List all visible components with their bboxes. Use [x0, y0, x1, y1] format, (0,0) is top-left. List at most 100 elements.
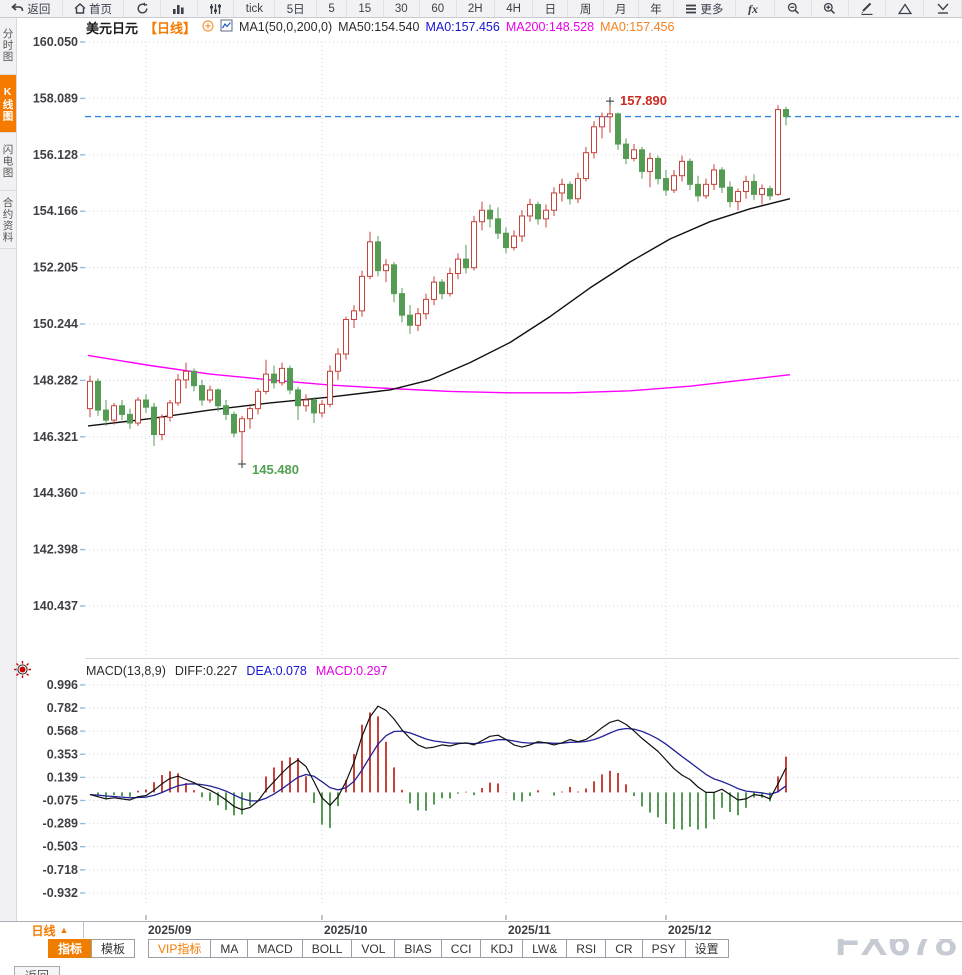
ma0-blue-value: MA0:157.456: [425, 20, 500, 34]
y-axis-label: 152.205: [33, 261, 78, 275]
toolbar-zoom-out-button[interactable]: [775, 0, 813, 17]
toolbar-sliders-button[interactable]: [198, 0, 235, 17]
y-axis-label: 156.128: [33, 148, 78, 162]
toolbar-bar-chart-button[interactable]: [161, 0, 198, 17]
candle-body: [783, 109, 789, 118]
indicator-tab-KDJ[interactable]: KDJ: [480, 939, 524, 958]
indicator-tab-LW&[interactable]: LW&: [522, 939, 568, 958]
low-annotation: 145.480: [252, 462, 299, 477]
indicator-tab-CCI[interactable]: CCI: [440, 939, 482, 958]
candle-body: [447, 272, 453, 295]
macd-axis-label: -0.289: [43, 817, 78, 831]
indicator-tab-PSY[interactable]: PSY: [641, 939, 686, 958]
toolbar-60-button[interactable]: 60: [420, 0, 457, 17]
toolbar-周-button[interactable]: 周: [568, 0, 604, 17]
macd-axis-label: 0.996: [47, 678, 78, 692]
candle-body: [351, 310, 357, 320]
toolbar-triangle-up-button[interactable]: [886, 0, 925, 17]
toolbar-pencil-button[interactable]: [849, 0, 887, 17]
toolbar-2H-button[interactable]: 2H: [457, 0, 495, 17]
ma-settings: MA1(50,0,200,0): [239, 20, 333, 34]
add-circle-icon[interactable]: [202, 19, 214, 35]
indicator-tab-CR[interactable]: CR: [605, 939, 643, 958]
toolbar-5日-button[interactable]: 5日: [275, 0, 317, 17]
macd-axis-label: -0.503: [43, 840, 78, 854]
candle-body: [439, 281, 445, 295]
indicator-tab-模板[interactable]: 模板: [91, 939, 136, 958]
indicator-toggle-icon[interactable]: [13, 660, 32, 679]
mini-chart-icon[interactable]: [220, 19, 233, 35]
indicator-tab-设置[interactable]: 设置: [684, 939, 729, 958]
toolbar-zoom-in-button[interactable]: [812, 0, 849, 17]
toolbar-日-button[interactable]: 日: [533, 0, 569, 17]
candle-body: [519, 215, 525, 237]
chart-header: 美元日元 【日线】 MA1(50,0,200,0) MA50:154.540 M…: [86, 19, 675, 36]
toolbar-tick-button[interactable]: tick: [234, 0, 276, 17]
refresh-icon: [136, 2, 149, 15]
period-selector-button[interactable]: 日线 ▲: [17, 922, 84, 938]
macd-axis-label: -0.718: [43, 863, 78, 877]
zoom-out-icon: [787, 2, 800, 15]
candle-body: [335, 353, 341, 372]
toolbar-月-button[interactable]: 月: [604, 0, 639, 17]
sidebar-tab-K线图[interactable]: K线图: [0, 75, 16, 133]
toolbar-home-button[interactable]: 首页: [63, 0, 125, 17]
toolbar-refresh-button[interactable]: [124, 0, 162, 17]
toolbar-chevron-down-button[interactable]: [924, 0, 962, 17]
macd-dea-line: [89, 727, 787, 802]
ma200-line: [87, 354, 791, 394]
candle-body: [543, 209, 549, 220]
candle-body: [127, 413, 133, 424]
candlestick-chart[interactable]: 160.050 158.089 156.128 154.166 152.205 150.2…: [0, 0, 962, 921]
toolbar-4H-button[interactable]: 4H: [495, 0, 534, 17]
candle-body: [527, 203, 533, 217]
candle-body: [303, 399, 309, 407]
macd-axis-label: 0.139: [47, 770, 78, 784]
candle-body: [263, 373, 269, 392]
y-axis-label: 150.244: [33, 317, 78, 331]
candle-body: [567, 183, 573, 200]
candle-body: [495, 218, 501, 234]
toolbar-5-button[interactable]: 5: [317, 0, 348, 17]
toolbar-label: 2H: [467, 2, 483, 15]
candle-body: [775, 109, 781, 195]
candle-body: [279, 367, 285, 384]
toolbar-fx-button[interactable]: fx: [736, 0, 776, 17]
toolbar-menu-button[interactable]: 更多: [674, 0, 736, 17]
candle-body: [423, 298, 429, 315]
candle-body: [535, 203, 541, 220]
indicator-tab-MACD[interactable]: MACD: [247, 939, 303, 958]
indicator-tab-BOLL[interactable]: BOLL: [301, 939, 353, 958]
candle-body: [511, 235, 517, 249]
candle-body: [679, 160, 685, 177]
indicator-tab-BIAS[interactable]: BIAS: [394, 939, 442, 958]
candle-body: [431, 281, 437, 300]
indicator-tab-VIP指标[interactable]: VIP指标: [148, 939, 212, 958]
indicator-tab-MA[interactable]: MA: [210, 939, 249, 958]
macd-dea-value: DEA:0.078: [246, 663, 307, 678]
indicator-tab-VOL[interactable]: VOL: [351, 939, 396, 958]
candle-body: [199, 385, 205, 401]
sidebar-tab-分时图[interactable]: 分时图: [0, 17, 16, 75]
toolbar-15-button[interactable]: 15: [347, 0, 384, 17]
toolbar-年-button[interactable]: 年: [639, 0, 675, 17]
candle-body: [175, 379, 181, 404]
toolbar-back-button[interactable]: 返回: [0, 0, 63, 17]
toolbar-label: 15: [358, 2, 372, 15]
clipped-back-button[interactable]: 返回: [14, 966, 60, 975]
ma0-orange-value: MA0:157.456: [600, 20, 675, 34]
svg-text:fx: fx: [748, 3, 758, 15]
candle-body: [631, 149, 637, 159]
candle-body: [255, 390, 261, 410]
candle-body: [463, 258, 469, 269]
candle-body: [591, 126, 597, 154]
indicator-tab-RSI[interactable]: RSI: [566, 939, 607, 958]
menu-icon: [685, 4, 697, 14]
sidebar-tab-闪电图[interactable]: 闪电图: [0, 133, 16, 191]
macd-diff-value: DIFF:0.227: [174, 663, 238, 678]
sidebar-tab-合约资料[interactable]: 合约资料: [0, 191, 16, 249]
y-axis-label: 144.360: [33, 486, 78, 500]
indicator-tab-指标[interactable]: 指标: [48, 939, 93, 958]
y-axis-label: 146.321: [33, 430, 78, 444]
toolbar-30-button[interactable]: 30: [384, 0, 421, 17]
